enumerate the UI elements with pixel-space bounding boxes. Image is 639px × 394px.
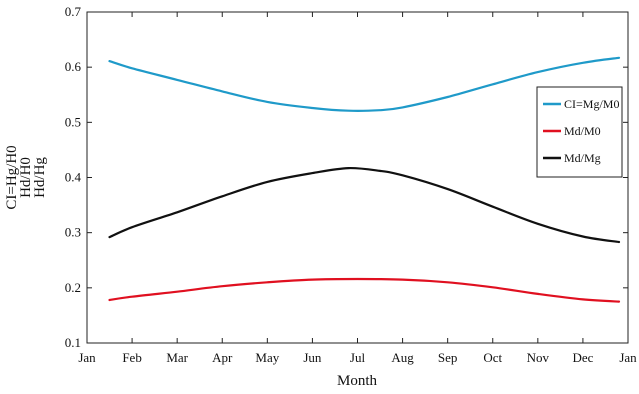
y-tick-label: 0.1 bbox=[65, 335, 81, 350]
y-tick-label: 0.7 bbox=[65, 4, 82, 19]
y-tick-label: 0.5 bbox=[65, 114, 81, 129]
x-axis-label: Month bbox=[337, 373, 378, 389]
series-layer bbox=[108, 56, 621, 303]
legend-label: Md/M0 bbox=[564, 124, 601, 138]
y-ticks: 0.1 0.2 0.3 0.4 0.5 0.6 0.7 bbox=[65, 4, 628, 350]
y-tick-label: 0.6 bbox=[65, 59, 82, 74]
x-tick-label: Dec bbox=[572, 350, 593, 365]
x-tick-label: Jun bbox=[303, 350, 322, 365]
legend: CI=Mg/M0 Md/M0 Md/Mg bbox=[536, 86, 623, 178]
x-tick-label: Jan bbox=[78, 350, 96, 365]
x-tick-label: Apr bbox=[212, 350, 233, 365]
y-tick-label: 0.4 bbox=[65, 170, 82, 185]
x-tick-label: Jan bbox=[619, 350, 637, 365]
y-axis-label-line: Hd/H0 bbox=[18, 157, 34, 198]
x-ticks: Jan Feb Mar Apr May Jun Jul Aug Sep Oct Nov Dec Jan bbox=[78, 12, 637, 365]
x-tick-label: Nov bbox=[527, 350, 550, 365]
x-tick-label: Oct bbox=[483, 350, 502, 365]
series-line-md-m0 bbox=[108, 277, 621, 303]
legend-label: CI=Mg/M0 bbox=[564, 97, 619, 111]
x-tick-label: Sep bbox=[438, 350, 458, 365]
x-tick-label: Mar bbox=[166, 350, 188, 365]
x-tick-label: May bbox=[255, 350, 279, 365]
series-line-ci-mg-m0 bbox=[108, 56, 621, 112]
y-axis-label-line: Hd/Hg bbox=[32, 157, 48, 198]
x-tick-label: Aug bbox=[391, 350, 414, 365]
series-line-md-mg bbox=[108, 166, 621, 244]
x-tick-label: Feb bbox=[122, 350, 142, 365]
x-tick-label: Jul bbox=[350, 350, 366, 365]
y-axis-label-line: CI=Hg/H0 bbox=[4, 145, 20, 209]
y-tick-label: 0.3 bbox=[65, 225, 81, 240]
y-tick-label: 0.2 bbox=[65, 280, 81, 295]
legend-label: Md/Mg bbox=[564, 151, 601, 165]
